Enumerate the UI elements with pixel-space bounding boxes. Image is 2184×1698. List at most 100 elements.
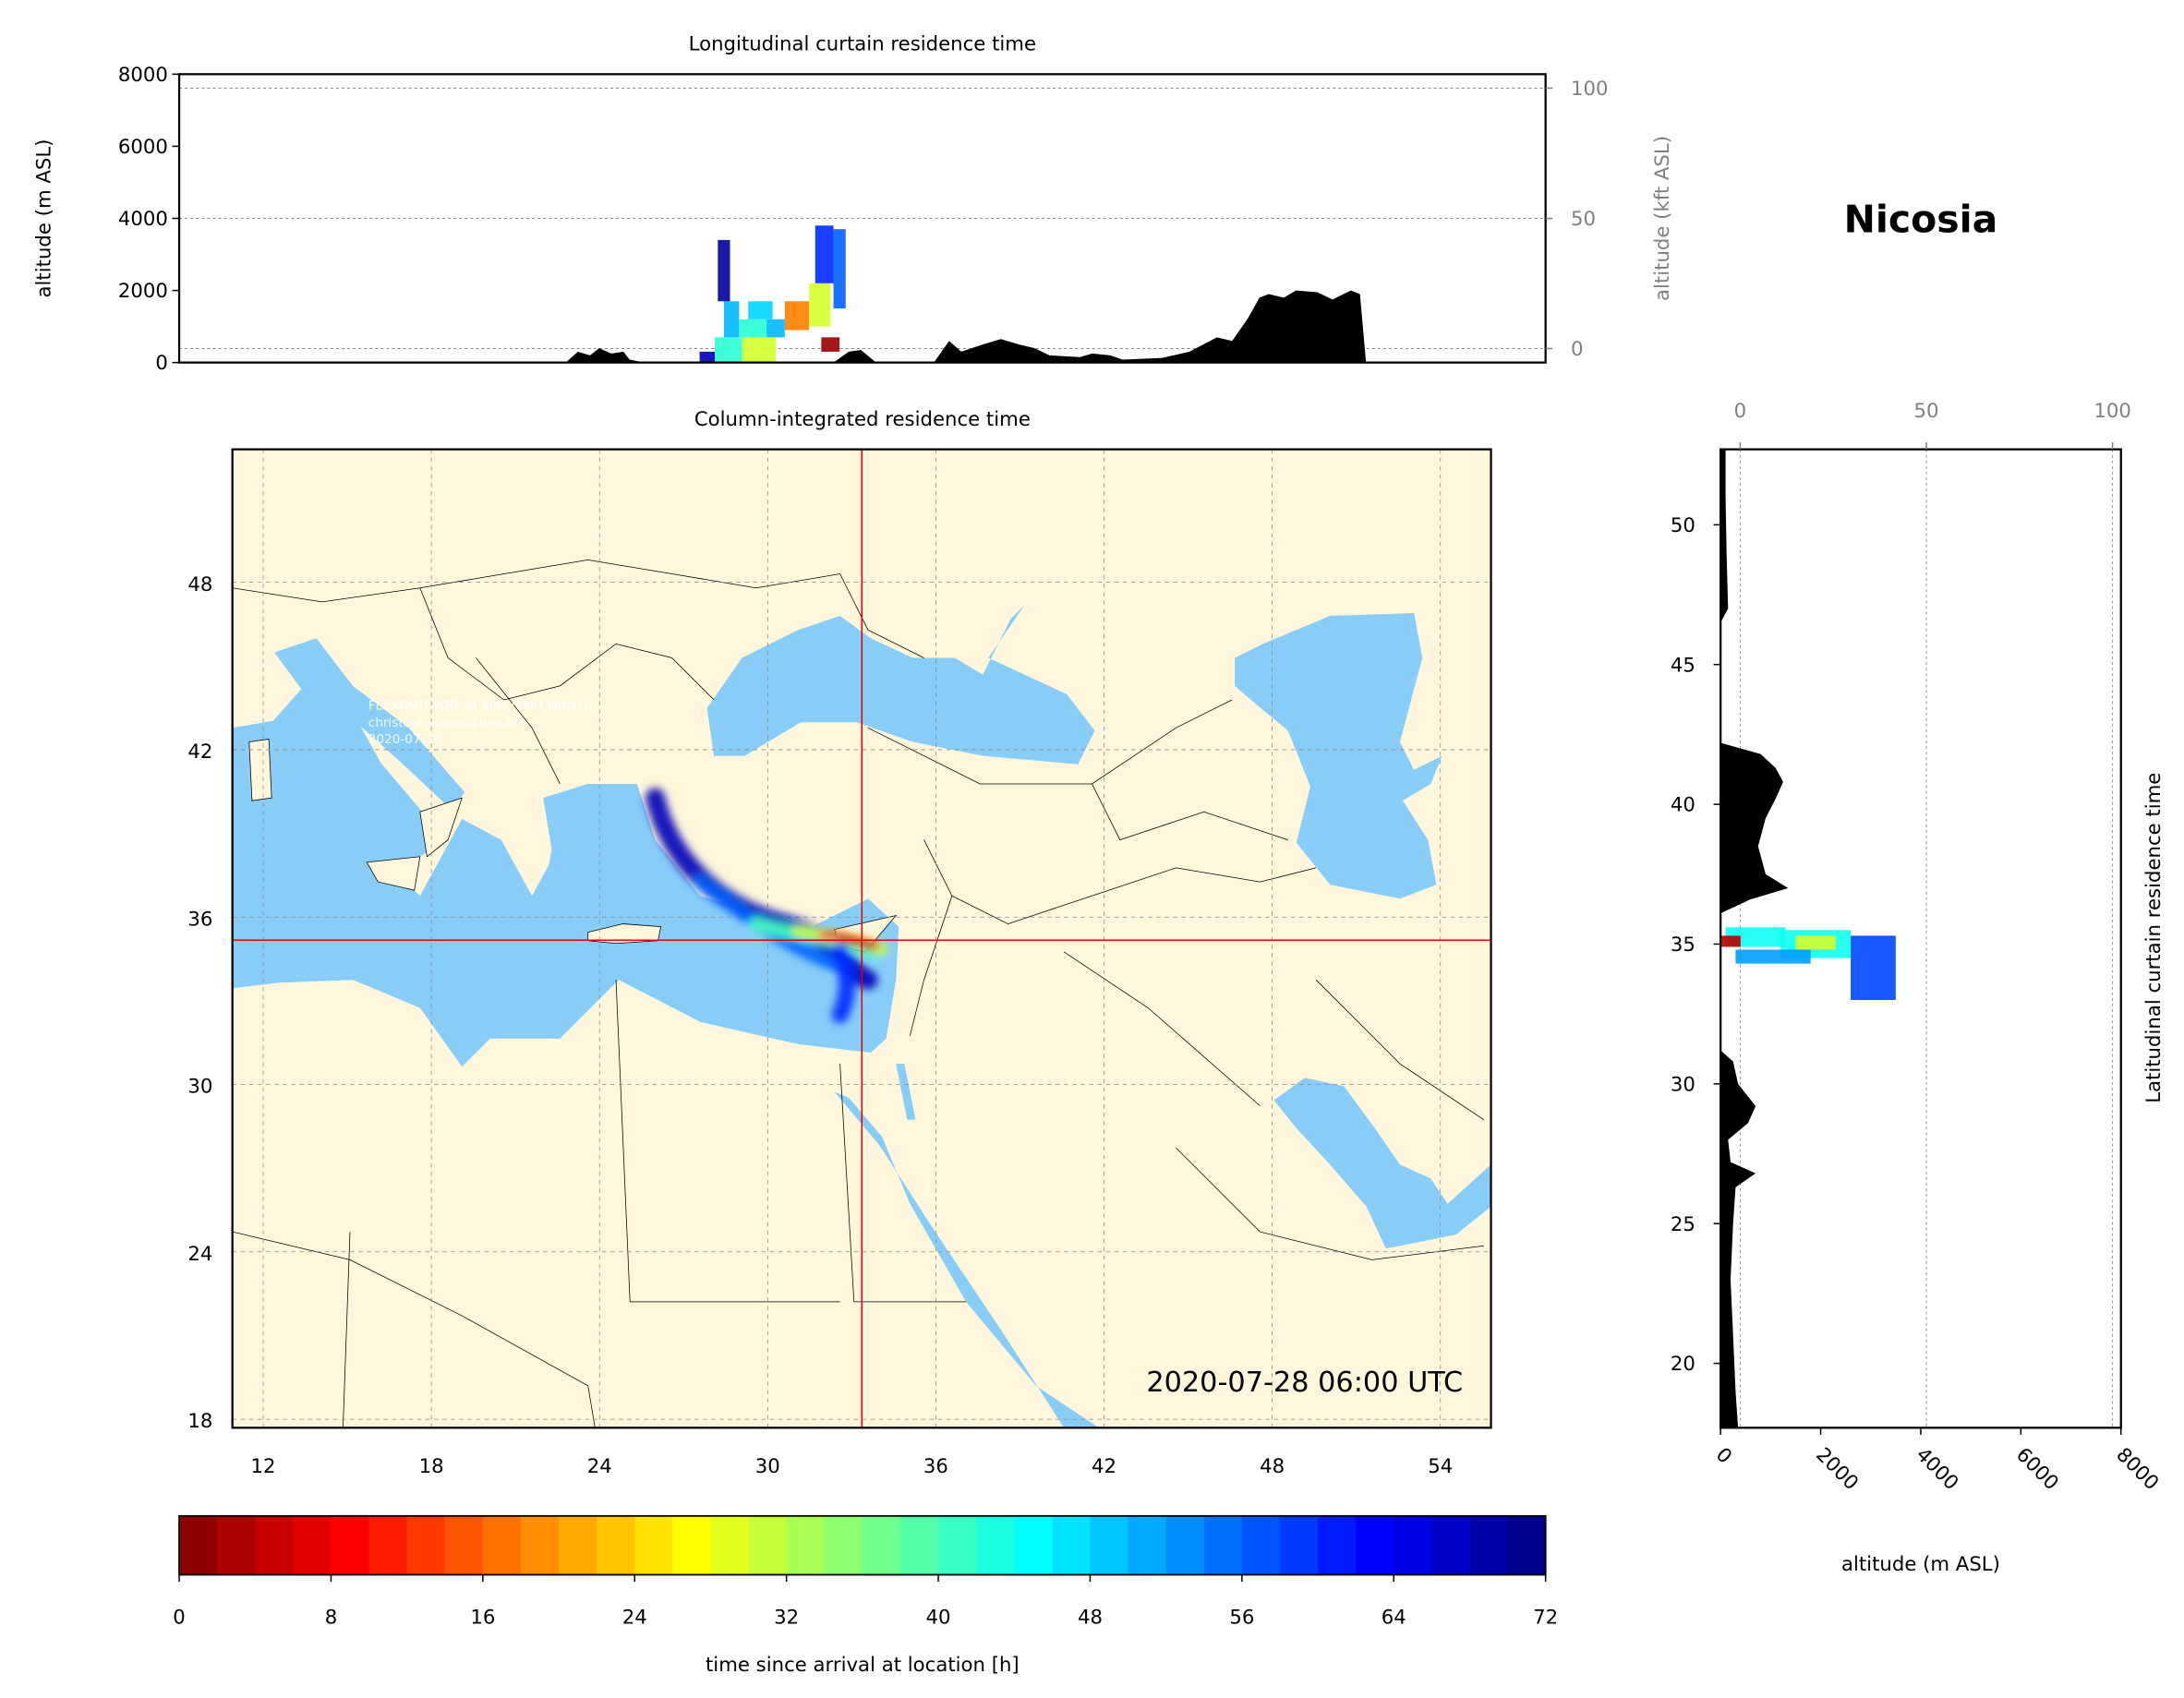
colorbar-tick-label: 24 — [622, 1607, 647, 1630]
persian-gulf — [1273, 1078, 1491, 1249]
plume-segment — [836, 933, 875, 950]
country-border — [839, 1064, 967, 1303]
right-panel-title: Latitudinal curtain residence time — [2142, 773, 2166, 1103]
colorbar-tick-label: 48 — [1078, 1607, 1103, 1630]
plume-segment — [831, 943, 856, 1024]
colorbar-swatch — [1052, 1515, 1092, 1575]
country-border — [910, 839, 953, 1036]
x-tick-label: 6000 — [2011, 1443, 2063, 1495]
country-border — [1315, 979, 1485, 1121]
colorbar-swatch — [1241, 1515, 1281, 1575]
colorbar-swatch — [1507, 1515, 1547, 1575]
right-panel-xlabel: altitude (m ASL) — [1841, 1553, 2000, 1576]
y-tick-label: 0 — [155, 352, 168, 375]
y2-tick-label: 100 — [1571, 78, 1609, 101]
country-border — [951, 867, 1317, 924]
map-plot — [232, 449, 1491, 1428]
station-name: Nicosia — [1844, 198, 1998, 242]
top-panel-plot — [179, 88, 1546, 363]
x-tick-label: 2000 — [1811, 1443, 1863, 1495]
residence-cell — [833, 229, 846, 309]
timestamp-label: 2020-07-28 06:00 UTC — [1146, 1367, 1463, 1399]
y-tick-label: 2000 — [118, 280, 168, 303]
terrain-profile — [1720, 449, 1789, 1428]
residence-cell — [718, 239, 730, 302]
colorbar-swatch — [748, 1515, 788, 1575]
country-border — [232, 1231, 596, 1428]
x2-tick-label: 0 — [1734, 400, 1747, 423]
colorbar-swatch — [217, 1515, 257, 1575]
residence-cell — [715, 337, 742, 363]
colorbar: 0 8 16 24 32 40 48 56 64 72 — [173, 1514, 1558, 1630]
country-border — [1176, 1147, 1485, 1260]
colorbar-swatch — [938, 1515, 977, 1575]
right-panel-plot — [1720, 449, 2114, 1428]
y2-tick-label: 50 — [1571, 208, 1596, 231]
right-panel-axes: 20 25 30 35 40 45 50 0 2000 4000 6000 8000 0 50 100 — [1671, 400, 2163, 1495]
x-tick-label: 30 — [755, 1455, 780, 1478]
y-tick-label: 4000 — [118, 208, 168, 231]
x-tick-label: 42 — [1092, 1455, 1116, 1478]
country-border — [232, 560, 840, 603]
country-border — [419, 587, 715, 701]
colorbar-swatch — [1128, 1515, 1167, 1575]
colorbar-swatch — [293, 1515, 332, 1575]
watermark-line: 2020-07-30 — [368, 732, 441, 747]
map-title: Column-integrated residence time — [694, 408, 1031, 431]
aegean-shadow — [543, 783, 617, 883]
colorbar-swatch — [331, 1515, 370, 1575]
colorbar-swatch — [824, 1515, 863, 1575]
colorbar-swatch — [634, 1515, 674, 1575]
colorbar-swatch — [1318, 1515, 1357, 1575]
residence-cell — [748, 301, 773, 319]
x2-tick-label: 100 — [2094, 400, 2131, 423]
colorbar-frame — [178, 1514, 1547, 1576]
colorbar-tick-label: 16 — [470, 1607, 495, 1630]
top-panel-y2label: altitude (kft ASL) — [1651, 136, 1674, 301]
colorbar-swatch — [1090, 1515, 1129, 1575]
colorbar-swatch — [559, 1515, 597, 1575]
adriatic-sea — [274, 638, 465, 810]
country-border — [343, 1232, 351, 1428]
colorbar-swatch — [1014, 1515, 1054, 1575]
x-tick-label: 18 — [419, 1455, 444, 1478]
y-tick-label: 6000 — [118, 136, 168, 159]
caspian-sea — [1235, 613, 1442, 899]
watermark-line: FLEXPART-WRF at MIM (LMU Munich) — [368, 699, 597, 714]
x-tick-label: 54 — [1428, 1455, 1453, 1478]
colorbar-swatch — [786, 1515, 826, 1575]
colorbar-tick-label: 0 — [173, 1607, 186, 1630]
x-tick-label: 4000 — [1912, 1443, 1963, 1495]
colorbar-swatch — [368, 1515, 408, 1575]
italy-heel — [419, 797, 463, 858]
sardinia-island — [248, 739, 272, 801]
residence-cell — [821, 337, 840, 352]
colorbar-swatch — [899, 1515, 939, 1575]
watermark: FLEXPART-WRF at MIM (LMU Munich) christo… — [368, 699, 597, 747]
y-tick-label: 45 — [1671, 654, 1695, 677]
country-border — [1092, 783, 1288, 841]
top-panel-title: Longitudinal curtain residence time — [689, 33, 1036, 56]
top-panel-ylabel: altitude (m ASL) — [33, 139, 56, 298]
y-tick-label: 50 — [1671, 514, 1695, 537]
sicily-island — [366, 856, 421, 891]
x2-tick-label: 50 — [1914, 400, 1939, 423]
colorbar-tick-label: 56 — [1229, 1607, 1254, 1630]
colorbar-swatch — [710, 1515, 750, 1575]
colorbar-swatch — [1469, 1515, 1509, 1575]
colorbar-swatch — [444, 1515, 484, 1575]
colorbar-swatch — [1356, 1515, 1395, 1575]
y-tick-label: 18 — [187, 1410, 212, 1433]
colorbar-swatch — [520, 1515, 560, 1575]
colorbar-swatch — [482, 1515, 522, 1575]
colorbar-swatch — [976, 1515, 1016, 1575]
black-sea — [706, 604, 1095, 765]
y-tick-label: 35 — [1671, 933, 1695, 957]
residence-cell — [723, 301, 740, 338]
x-tick-label: 36 — [923, 1455, 948, 1478]
colorbar-swatch — [862, 1515, 901, 1575]
y-tick-label: 42 — [187, 741, 212, 764]
residence-cell — [699, 351, 716, 363]
x-tick-label: 48 — [1260, 1455, 1285, 1478]
